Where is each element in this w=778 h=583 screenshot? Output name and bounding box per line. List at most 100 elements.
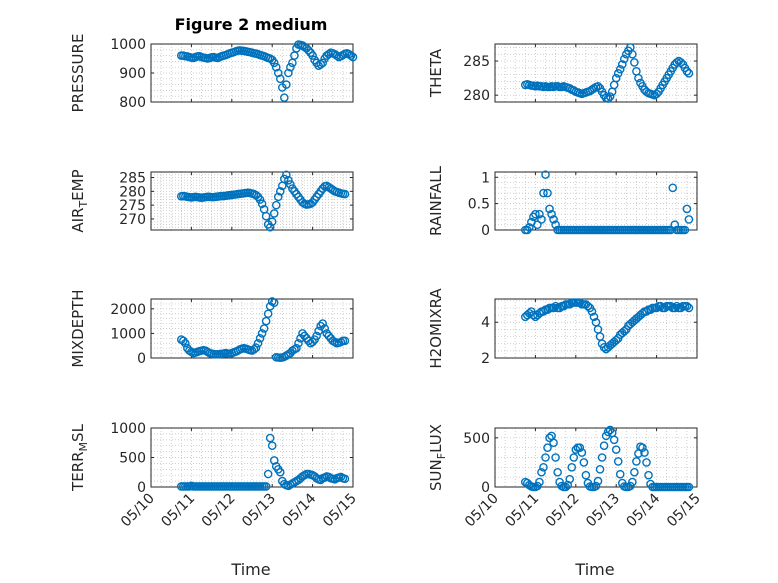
data-point bbox=[269, 58, 279, 68]
data-point bbox=[682, 66, 692, 76]
data-point bbox=[535, 209, 544, 219]
data-point bbox=[269, 298, 279, 307]
y-tick-label: 270 bbox=[119, 212, 146, 228]
data-point bbox=[304, 46, 313, 55]
data-point bbox=[583, 301, 593, 311]
data-point bbox=[595, 464, 605, 474]
data-point bbox=[525, 309, 534, 318]
data-point bbox=[324, 49, 334, 59]
data-point bbox=[346, 51, 356, 60]
data-point bbox=[670, 303, 680, 313]
data-point bbox=[282, 80, 291, 89]
y-tick-label: 285 bbox=[463, 54, 490, 70]
data-point bbox=[644, 470, 653, 480]
data-point bbox=[553, 467, 562, 477]
data-point bbox=[273, 68, 283, 78]
data-point bbox=[684, 215, 694, 224]
data-point bbox=[284, 68, 293, 78]
data-series bbox=[176, 433, 350, 491]
y-tick-label: 1000 bbox=[110, 421, 146, 437]
data-point bbox=[579, 458, 589, 467]
data-point bbox=[284, 175, 293, 185]
data-point bbox=[273, 192, 283, 202]
figure-title: Figure 2 medium bbox=[175, 15, 328, 34]
subplot-rainfall: 0 0.5 1 RAINFALL bbox=[427, 165, 698, 239]
data-point bbox=[670, 220, 680, 230]
data-point bbox=[545, 204, 554, 214]
data-point bbox=[265, 433, 275, 443]
data-point bbox=[613, 69, 623, 78]
data-point bbox=[615, 469, 625, 479]
data-point bbox=[565, 474, 575, 484]
data-point bbox=[652, 303, 661, 313]
y-tick-label: 900 bbox=[119, 66, 146, 82]
data-point bbox=[630, 467, 639, 477]
data-point bbox=[255, 195, 265, 204]
data-point bbox=[605, 92, 615, 101]
data-point bbox=[666, 225, 676, 235]
y-axis-label: THETA bbox=[427, 48, 445, 98]
data-point bbox=[603, 94, 613, 103]
data-point bbox=[587, 307, 597, 316]
y-tick-label: 1000 bbox=[110, 37, 146, 53]
data-point bbox=[320, 324, 330, 333]
data-point bbox=[312, 331, 321, 341]
data-series bbox=[176, 297, 350, 363]
data-point bbox=[569, 453, 579, 462]
data-point bbox=[589, 312, 599, 322]
data-point bbox=[280, 174, 289, 184]
data-point bbox=[257, 329, 267, 338]
y-tick-label: 285 bbox=[119, 171, 146, 187]
data-point bbox=[684, 303, 694, 313]
data-point bbox=[672, 301, 682, 311]
data-point bbox=[634, 73, 643, 83]
data-point bbox=[551, 301, 560, 311]
data-point bbox=[265, 222, 275, 232]
data-point bbox=[656, 301, 665, 311]
y-axis-label: RAINFALL bbox=[427, 165, 445, 236]
data-point bbox=[551, 220, 560, 230]
data-point bbox=[263, 469, 273, 479]
y-tick-label: 500 bbox=[463, 431, 490, 447]
data-point bbox=[253, 338, 263, 348]
data-point bbox=[294, 338, 303, 348]
data-point bbox=[575, 443, 585, 452]
data-point bbox=[628, 49, 637, 59]
data-point bbox=[539, 188, 548, 198]
data-point bbox=[682, 204, 692, 214]
data-point bbox=[646, 305, 655, 315]
axes-box bbox=[150, 298, 354, 359]
data-point bbox=[318, 319, 328, 328]
data-point bbox=[660, 303, 669, 313]
data-point bbox=[617, 60, 627, 69]
data-point bbox=[551, 453, 560, 462]
data-point bbox=[280, 93, 289, 102]
data-point bbox=[541, 453, 550, 462]
data-point bbox=[535, 309, 544, 318]
data-point bbox=[537, 467, 546, 477]
data-point bbox=[332, 51, 342, 60]
data-point bbox=[549, 438, 558, 448]
data-point bbox=[613, 457, 623, 466]
data-point bbox=[249, 345, 259, 354]
data-point bbox=[255, 334, 265, 343]
y-tick-label: 4 bbox=[481, 315, 490, 331]
data-point bbox=[543, 305, 552, 315]
data-series bbox=[521, 425, 694, 492]
data-point bbox=[555, 303, 564, 313]
data-point bbox=[682, 301, 692, 311]
data-point bbox=[543, 443, 552, 452]
data-point bbox=[575, 298, 585, 307]
y-tick-label: 2000 bbox=[110, 302, 146, 318]
data-point bbox=[561, 482, 571, 492]
data-point bbox=[684, 69, 694, 78]
data-point bbox=[599, 342, 609, 352]
data-point bbox=[275, 187, 285, 196]
data-point bbox=[340, 336, 350, 346]
data-point bbox=[292, 343, 301, 353]
y-axis-label: H2OMIXRA bbox=[427, 288, 445, 369]
data-point bbox=[537, 215, 546, 224]
y-tick-label: 275 bbox=[119, 198, 146, 214]
data-point bbox=[539, 463, 548, 472]
